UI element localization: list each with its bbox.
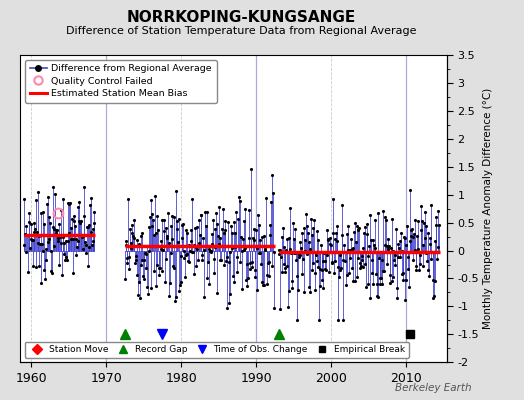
- Y-axis label: Monthly Temperature Anomaly Difference (°C): Monthly Temperature Anomaly Difference (…: [483, 88, 493, 329]
- Text: Berkeley Earth: Berkeley Earth: [395, 383, 472, 393]
- Text: NORRKOPING-KUNGSANGE: NORRKOPING-KUNGSANGE: [126, 10, 356, 25]
- Legend: Station Move, Record Gap, Time of Obs. Change, Empirical Break: Station Move, Record Gap, Time of Obs. C…: [25, 342, 409, 358]
- Text: Difference of Station Temperature Data from Regional Average: Difference of Station Temperature Data f…: [66, 26, 416, 36]
